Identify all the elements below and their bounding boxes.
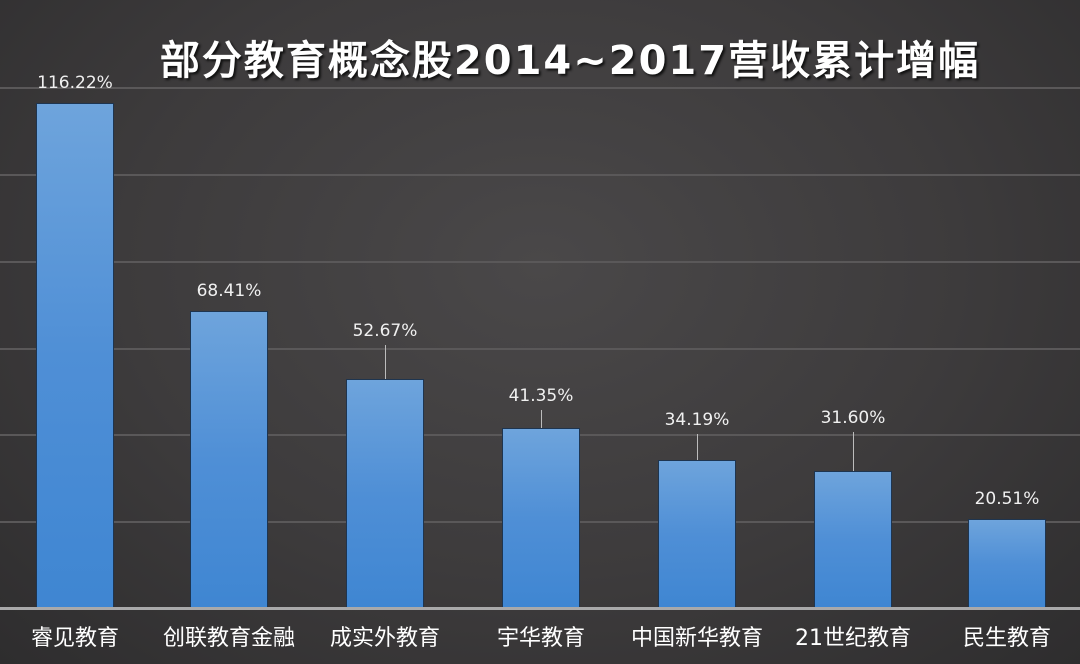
bar xyxy=(814,470,892,608)
category-label: 21世纪教育 xyxy=(795,626,911,651)
data-label: 52.67% xyxy=(352,321,418,342)
category-label: 成实外教育 xyxy=(329,626,440,651)
category-label: 民生教育 xyxy=(962,626,1051,651)
data-label: 116.22% xyxy=(37,73,113,94)
data-label: 34.19% xyxy=(664,409,730,430)
x-axis-line xyxy=(0,607,1080,610)
gridline xyxy=(0,347,1080,350)
leader-line xyxy=(385,345,386,380)
data-label: 68.41% xyxy=(196,280,262,301)
data-label: 31.60% xyxy=(820,407,886,428)
gridline xyxy=(0,260,1080,263)
category-label: 创联教育金融 xyxy=(162,626,295,651)
leader-line xyxy=(853,431,854,471)
gridline xyxy=(0,87,1080,89)
category-label: 睿见教育 xyxy=(30,626,119,651)
category-label: 中国新华教育 xyxy=(630,626,763,651)
data-label: 41.35% xyxy=(508,386,574,407)
bar xyxy=(190,310,268,608)
leader-line xyxy=(541,410,542,429)
category-label: 宇华教育 xyxy=(496,626,585,651)
bar xyxy=(968,518,1046,608)
bar xyxy=(346,379,424,608)
bar xyxy=(658,459,736,608)
bar xyxy=(36,103,114,608)
leader-line xyxy=(697,433,698,460)
bar xyxy=(502,428,580,608)
chart-title: 部分教育概念股2014~2017营收累计增幅 xyxy=(159,38,981,84)
data-label: 20.51% xyxy=(974,488,1040,509)
gridline xyxy=(0,173,1080,176)
